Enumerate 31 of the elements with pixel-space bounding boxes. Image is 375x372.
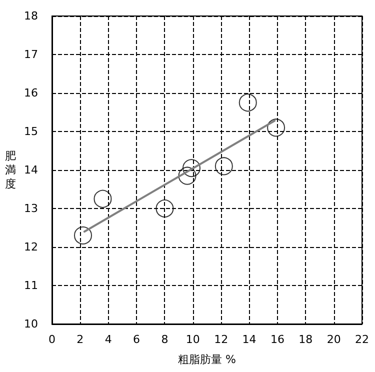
point	[156, 200, 174, 218]
y-tick-label: 11	[24, 279, 38, 292]
y-axis-title: 肥満度	[5, 150, 16, 190]
x-tick-label: 16	[270, 333, 284, 346]
x-tick-label: 12	[214, 333, 228, 346]
y-tick-label: 10	[24, 318, 38, 330]
x-tick-label: 18	[298, 333, 313, 346]
x-axis-title: 粗脂肪量 %	[178, 353, 236, 366]
point	[94, 190, 112, 208]
x-tick-label: 14	[242, 333, 256, 346]
x-tick-label: 22	[355, 333, 369, 346]
x-tick-label: 0	[48, 333, 56, 346]
point	[267, 118, 286, 137]
y-tick-label: 16	[24, 86, 38, 100]
y-tick-label: 18	[24, 10, 38, 22]
y-tick-label: 15	[24, 125, 38, 138]
y-tick-label: 13	[24, 202, 38, 215]
point	[214, 157, 233, 176]
x-tick-label: 20	[326, 333, 341, 346]
point	[178, 166, 196, 185]
y-tick-label: 17	[24, 48, 38, 61]
x-tick-label: 10	[186, 333, 200, 346]
x-tick-label: 2	[76, 333, 84, 346]
x-tick-label: 4	[104, 333, 112, 346]
y-tick-label: 14	[24, 164, 38, 176]
point	[74, 226, 92, 244]
x-tick-label: 8	[161, 333, 168, 346]
x-tick-label: 6	[133, 333, 140, 346]
y-tick-label: 12	[24, 240, 38, 254]
point	[238, 94, 257, 112]
point	[182, 159, 200, 178]
